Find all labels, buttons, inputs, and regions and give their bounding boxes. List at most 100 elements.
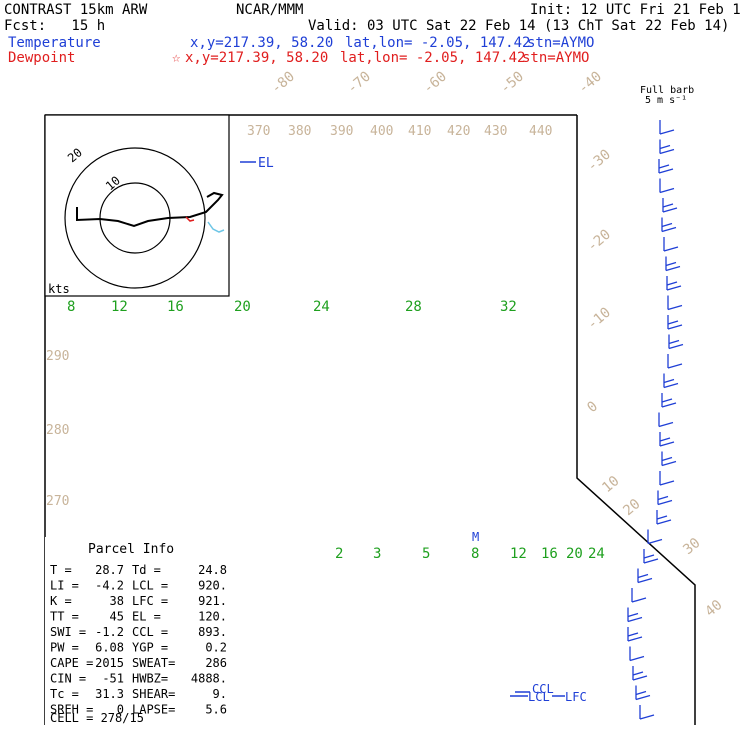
parcel-info-value: 920. (198, 579, 227, 593)
parcel-info-key: CCL = (132, 625, 168, 639)
temperature-legend-xy: x,y=217.39, 58.20 (190, 35, 334, 51)
parcel-info-value: 5.6 (205, 703, 227, 717)
mixing-ratio-label: 12 (111, 299, 128, 315)
mixing-ratio-label: 28 (405, 299, 422, 315)
parcel-info-value: 31.3 (95, 687, 124, 701)
parcel-info-key: CIN = (50, 672, 86, 686)
wind-barb-flag (668, 343, 684, 350)
wind-barb-flag (665, 261, 677, 267)
wind-barb-flag (627, 636, 643, 642)
isotherm-label: -40 (575, 69, 605, 98)
m-label: M (472, 530, 479, 544)
wind-barb-flag (667, 363, 683, 369)
parcel-info-title: Parcel Info (88, 542, 174, 557)
wind-barb-flag (661, 456, 673, 462)
parcel-info-background (45, 537, 237, 725)
wind-barb-flag (667, 324, 683, 330)
parcel-info-value: 120. (198, 610, 227, 624)
frame-right (576, 115, 696, 725)
isotherm-label: -20 (584, 227, 614, 256)
isotherm-label: 30 (680, 535, 703, 558)
parcel-info-value: -51 (102, 672, 124, 686)
parcel-info-key: LFC = (132, 594, 168, 608)
parcel-info-cell: CELL = 278/15 (50, 711, 144, 725)
ccl-label: CCL (532, 682, 554, 696)
parcel-info-key: CAPE = (50, 656, 93, 670)
mixing-ratio-label: 12 (510, 546, 527, 562)
wind-barb-flag (659, 129, 675, 135)
mixing-ratio-label: 5 (422, 546, 430, 562)
wind-barb-flag (665, 265, 681, 272)
theta-label: 400 (370, 124, 393, 139)
theta-label: 440 (529, 124, 552, 139)
parcel-info-value: 0 (117, 703, 124, 717)
theta-label: 380 (288, 124, 311, 139)
el-label: EL (258, 156, 274, 171)
mixing-ratio-label: 20 (566, 546, 583, 562)
parcel-info-value: 45 (110, 610, 124, 624)
wind-barb-flag (668, 339, 680, 345)
isotherm-label: -30 (584, 147, 614, 176)
wind-barb-flag (658, 421, 674, 428)
mixing-ratio-label: 24 (313, 299, 330, 315)
wind-barb-flag (635, 690, 647, 696)
wind-barb-flag (656, 515, 668, 520)
isotherm-label: -10 (584, 305, 614, 334)
theta-label: 430 (484, 124, 507, 139)
wind-barb-flag (659, 441, 675, 447)
isotherm-label: 10 (599, 473, 622, 496)
theta-label: 370 (247, 124, 270, 139)
wind-barb-flag (667, 320, 679, 325)
wind-barb-flag (659, 480, 675, 486)
mixing-ratio-label: 16 (541, 546, 558, 562)
isotherm-label: -70 (344, 69, 374, 98)
wind-barb-flag (639, 714, 655, 720)
wind-barb-flag (661, 402, 677, 408)
parcel-info-key: TT = (50, 610, 79, 624)
wind-barb-flag (632, 671, 644, 676)
parcel-info-key: LAPSE= (132, 703, 175, 717)
parcel-info-value: -1.2 (95, 625, 124, 639)
theta-label: 290 (46, 349, 69, 364)
theta-label: 390 (330, 124, 353, 139)
wind-barb-flag (659, 148, 675, 155)
wind-barb-flag (666, 285, 682, 291)
parcel-info-value: 38 (110, 594, 124, 608)
theta-label: 280 (46, 423, 69, 438)
dewpoint-legend-stn: stn=AYMO (522, 50, 590, 66)
wind-barb-flag (627, 612, 639, 618)
wind-barb-flag (637, 573, 649, 579)
isotherm-label: -50 (497, 69, 527, 98)
wind-barb-flag (667, 304, 683, 311)
wind-barb-flag (661, 398, 673, 403)
temperature-legend-latlon: lat,lon= -2.05, 147.42 (345, 35, 531, 51)
parcel-info-key: HWBZ= (132, 672, 168, 686)
wind-barb-flag (656, 519, 672, 525)
wind-barb-flag (661, 460, 677, 467)
wind-barb-flag (637, 577, 653, 584)
parcel-info-value: 9. (213, 687, 227, 701)
isotherm-label: 0 (584, 398, 601, 416)
wind-barb-flag (657, 499, 673, 506)
wind-barb-flag (627, 632, 639, 637)
wind-barb-flag (663, 382, 679, 389)
isotherm-label: -60 (420, 69, 450, 98)
center-title: NCAR/MMM (236, 2, 304, 18)
parcel-info-value: -4.2 (95, 579, 124, 593)
lfc-label: LFC (565, 690, 587, 704)
dewpoint-legend-star-icon: ☆ (172, 50, 181, 66)
parcel-info-key: YGP = (132, 641, 168, 655)
init-time: Init: 12 UTC Fri 21 Feb 14 (530, 2, 740, 18)
wind-barb-flag (635, 694, 651, 701)
temperature-legend-stn: stn=AYMO (527, 35, 595, 51)
mixing-ratio-label: 32 (500, 299, 517, 315)
wind-barb-flag (627, 616, 643, 623)
parcel-info-value: 921. (198, 594, 227, 608)
wind-barb-flag (662, 207, 678, 213)
hodograph-trace (76, 191, 224, 228)
mixing-ratio-label: 2 (335, 546, 343, 562)
wind-barb-flag (658, 164, 670, 169)
parcel-info-key: Tc = (50, 687, 79, 701)
mixing-ratio-label: 8 (471, 546, 479, 562)
parcel-info-key: SWEAT= (132, 656, 175, 670)
